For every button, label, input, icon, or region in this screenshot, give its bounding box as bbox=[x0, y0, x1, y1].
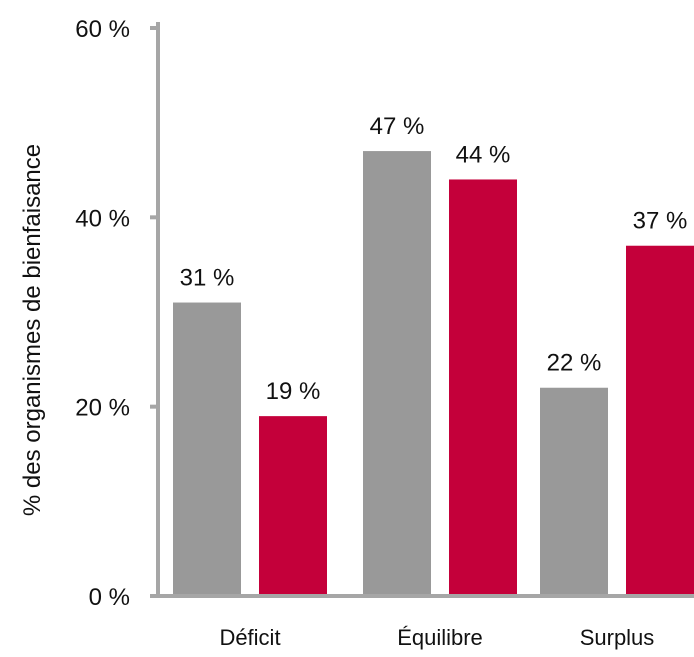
bar bbox=[173, 302, 241, 596]
y-axis-title: % des organismes de bienfaisance bbox=[19, 144, 46, 516]
y-tick-label: 60 % bbox=[75, 16, 130, 43]
data-label: 44 % bbox=[456, 141, 511, 168]
bar bbox=[449, 179, 517, 596]
data-label: 47 % bbox=[370, 113, 425, 140]
data-labels: 31 % 47 % 22 % 19 % 44 % 37 % bbox=[180, 113, 688, 405]
category-labels: Déficit Équilibre Surplus bbox=[219, 625, 654, 650]
data-label: 37 % bbox=[633, 208, 688, 235]
data-label: 31 % bbox=[180, 265, 235, 292]
data-label: 22 % bbox=[547, 350, 602, 377]
bar bbox=[540, 387, 608, 596]
bar bbox=[626, 245, 694, 596]
y-tick-label: 40 % bbox=[75, 205, 130, 232]
bar bbox=[363, 151, 431, 597]
category-label: Surplus bbox=[580, 625, 655, 650]
bars bbox=[173, 151, 694, 597]
y-axis-ticks: 0 % 20 % 40 % 60 % bbox=[75, 16, 158, 611]
y-tick-label: 20 % bbox=[75, 395, 130, 422]
y-tick-label: 0 % bbox=[89, 584, 130, 611]
bar bbox=[259, 416, 327, 596]
category-label: Déficit bbox=[219, 625, 280, 650]
category-label: Équilibre bbox=[397, 625, 483, 650]
data-label: 19 % bbox=[266, 378, 321, 405]
